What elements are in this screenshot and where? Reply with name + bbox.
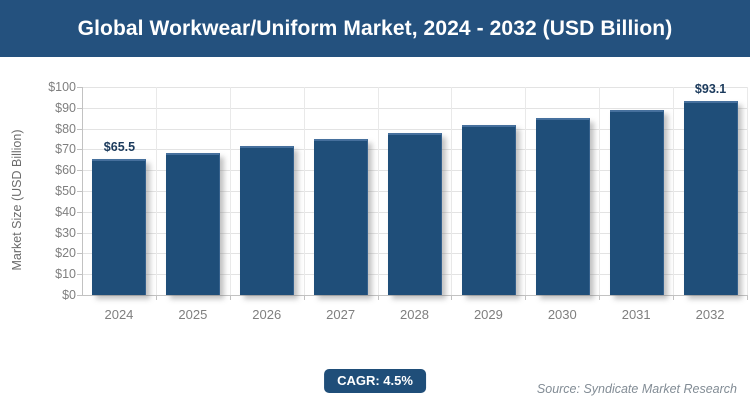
y-axis-tickmark [77,232,82,234]
bar-column-2032: $93.1 [674,82,749,300]
gridline-horizontal [83,87,748,88]
y-tick-label: $100 [48,80,76,94]
bar-column-2024: $65.5 [83,87,157,300]
bar-column-2025 [157,87,231,300]
y-tick-label: $40 [55,204,76,219]
y-tick-label: $70 [55,142,76,157]
bar-column-2030 [526,87,601,300]
x-tick-label: 2025 [178,307,208,322]
y-tick-label: $60 [55,163,76,178]
x-tick-label: 2026 [252,307,282,322]
x-tick-label: 2031 [621,307,651,322]
bar-column-2028 [379,87,453,300]
x-tick-label: 2032 [695,307,725,322]
y-tick-label: $50 [55,184,76,198]
y-axis-tickmark [77,253,82,255]
y-tick-label: $10 [55,267,76,282]
x-tick-label: 2029 [473,307,503,322]
bar-2032 [683,101,738,295]
bar-column-2027 [305,87,379,300]
bar-2026 [240,146,295,295]
x-axis-tick-labels: 2024 2025 2026 2027 2028 2029 2030 2031 2032 [82,307,747,322]
bar-2024 [92,158,147,295]
chart-title: Global Workwear/Uniform Market, 2024 - 2… [77,16,673,40]
bar-column-2031 [600,87,675,300]
bar-value-label: $65.5 [103,139,136,154]
y-axis-tickmark [77,87,82,88]
y-tick-label: $80 [55,121,76,136]
y-axis-tickmark [77,128,82,130]
bar-2030 [535,117,590,295]
x-tick-label: 2030 [547,307,577,322]
plot-area: $65.5 $93.1 [77,82,749,300]
bar-2029 [461,125,516,295]
gridline-horizontal [83,107,748,109]
bar-2028 [388,132,442,295]
y-tick-label: $20 [55,246,76,261]
y-axis-tick-labels: $0 $10 $20 $30 $40 $50 $60 $70 $80 $90 $100 [26,80,76,302]
y-axis-tickmark [77,191,82,192]
y-axis-tickmark [77,274,82,276]
x-tick-label: 2027 [326,307,356,322]
bar-2031 [609,109,664,295]
y-axis-tickmark [77,211,82,213]
x-tick-label: 2028 [400,307,429,322]
y-axis-tickmark [77,295,82,296]
bar-column-2026 [231,87,305,300]
y-axis-tickmark [77,149,82,151]
bar-columns: $65.5 $93.1 [83,82,749,300]
cagr-badge: CAGR: 4.5% [324,369,426,393]
bar-column-2029 [452,87,527,300]
bar-value-label: $93.1 [694,82,727,97]
y-axis-tickmark [77,107,82,109]
y-axis-tickmark [77,170,82,172]
bar-2025 [166,152,221,295]
y-tick-label: $30 [55,225,76,240]
y-axis-title: Market Size (USD Billion) [10,129,24,271]
source-text: Source: Syndicate Market Research [536,382,737,396]
x-tick-label: 2024 [104,307,134,322]
chart-title-bar: Global Workwear/Uniform Market, 2024 - 2… [0,0,750,57]
bar-2027 [314,139,369,295]
y-tick-label: $0 [62,288,76,302]
gridline-horizontal [83,128,748,130]
y-tick-label: $90 [55,100,76,115]
